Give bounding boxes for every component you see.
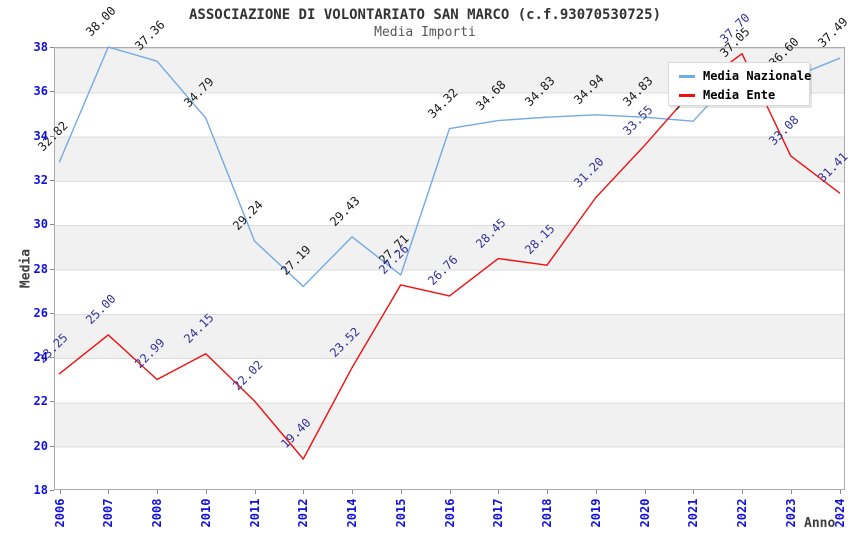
x-tick-mark xyxy=(449,490,451,494)
x-tick-label: 2019 xyxy=(588,498,603,528)
x-tick-mark xyxy=(59,490,61,494)
y-axis-title: Media xyxy=(18,248,34,289)
x-tick-mark xyxy=(790,490,792,494)
x-tick-mark xyxy=(303,490,305,494)
x-tick-label: 2007 xyxy=(101,498,116,528)
y-tick-label: 26 xyxy=(33,305,48,320)
y-tick-label: 38 xyxy=(33,40,48,54)
x-tick-mark xyxy=(644,490,646,494)
y-tick-label: 30 xyxy=(33,217,48,232)
x-tick-mark xyxy=(352,490,353,494)
y-tick-mark xyxy=(50,47,54,48)
x-tick-label: 2016 xyxy=(442,498,457,528)
x-tick-label: 2018 xyxy=(540,498,554,528)
y-tick-mark xyxy=(50,179,54,181)
y-tick-mark xyxy=(50,401,54,403)
y-tick-mark xyxy=(50,135,54,137)
x-tick-label: 2008 xyxy=(150,498,164,528)
x-tick-mark xyxy=(205,490,207,494)
x-tick-mark xyxy=(157,490,158,494)
x-tick-label: 2023 xyxy=(783,498,798,528)
legend-label: Media Nazionale xyxy=(703,69,812,83)
y-tick-mark xyxy=(50,312,54,314)
x-tick-label: 2012 xyxy=(296,498,311,528)
y-tick-mark xyxy=(50,268,54,270)
y-tick-mark xyxy=(50,357,54,359)
legend-line-sample-red xyxy=(679,93,695,97)
y-tick-label: 36 xyxy=(33,84,48,99)
x-tick-mark xyxy=(742,490,743,494)
x-tick-mark xyxy=(547,490,548,494)
x-tick-mark xyxy=(400,490,402,494)
x-tick-mark xyxy=(254,490,256,494)
x-tick-label: 2011 xyxy=(247,498,262,528)
y-tick-label: 18 xyxy=(33,483,48,497)
legend: Media Nazionale Media Ente xyxy=(668,62,811,106)
y-tick-mark xyxy=(50,490,54,491)
y-tick-mark xyxy=(50,445,54,447)
legend-item-media-ente: Media Ente xyxy=(679,88,775,102)
x-tick-label: 2014 xyxy=(345,498,359,528)
x-tick-mark xyxy=(693,490,695,494)
x-tick-mark xyxy=(595,490,597,494)
x-tick-label: 2010 xyxy=(198,498,213,528)
y-tick-mark xyxy=(50,224,54,226)
chart-title: ASSOCIAZIONE DI VOLONTARIATO SAN MARCO (… xyxy=(188,7,661,23)
x-tick-mark xyxy=(498,490,500,494)
legend-line-sample-blue xyxy=(679,74,695,78)
y-tick-mark xyxy=(50,91,54,93)
x-tick-label: 2017 xyxy=(491,498,506,528)
x-tick-label: 2015 xyxy=(393,498,408,528)
legend-label: Media Ente xyxy=(703,88,776,102)
y-tick-label: 22 xyxy=(33,394,48,409)
y-tick-label: 32 xyxy=(33,172,48,187)
x-tick-mark xyxy=(108,490,110,494)
x-tick-label: 2006 xyxy=(52,498,67,528)
y-tick-label: 34 xyxy=(33,128,48,143)
x-tick-label: 2022 xyxy=(735,498,749,528)
y-tick-label: 28 xyxy=(33,261,48,276)
legend-item-media-nazionale: Media Nazionale xyxy=(679,69,811,83)
x-tick-mark xyxy=(839,490,841,494)
x-tick-label: 2021 xyxy=(686,498,701,528)
y-tick-label: 24 xyxy=(33,350,48,365)
y-tick-label: 20 xyxy=(33,438,48,453)
chart-subtitle: Media Importi xyxy=(374,25,476,40)
x-axis-title: Anno xyxy=(804,516,836,531)
x-tick-label: 2020 xyxy=(637,498,652,528)
